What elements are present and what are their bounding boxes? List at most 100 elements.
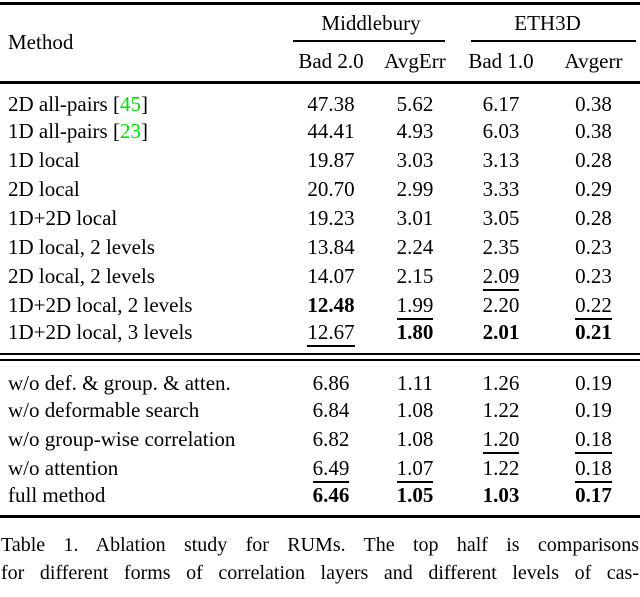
value-cell: 3.13	[482, 147, 520, 172]
method-cell: 1D+2D local, 3 levels	[8, 319, 193, 344]
value-cell: 0.23	[575, 263, 612, 288]
method-cell: 2D local, 2 levels	[8, 263, 155, 288]
method-cell: w/o group-wise correlation	[8, 426, 236, 451]
table-row: full method 6.46 1.05 1.03 0.17	[0, 483, 640, 517]
table-row: 1D+2D local, 2 levels 12.48 1.99 2.20 0.22	[0, 291, 640, 320]
value-cell: 1.08	[396, 397, 434, 422]
underlined-value: 6.49	[312, 455, 350, 483]
column-header-method: Method	[0, 3, 287, 84]
column-header-avgerr-middlebury: AvgErr	[375, 42, 455, 84]
table-row: 2D local, 2 levels 14.07 2.15 2.09 0.23	[0, 262, 640, 291]
value-cell: 0.22	[547, 291, 640, 320]
method-cell: full method	[8, 482, 106, 507]
table-row: 2D all-pairs [45] 47.38 5.62 6.17 0.38	[0, 82, 640, 117]
ablation-table: Method Middlebury ETH3D Bad 2.0 AvgErr B…	[0, 2, 640, 518]
value-cell: 6.86	[312, 370, 350, 395]
underlined-value: 2.09	[482, 263, 520, 291]
value-cell: 1.11	[397, 370, 433, 395]
value-cell: 2.15	[396, 263, 434, 288]
column-header-avgerr-eth3d: Avgerr	[547, 42, 640, 84]
column-group-eth3d: ETH3D	[455, 4, 640, 42]
value-cell: 2.24	[396, 234, 434, 259]
value-cell: 1.99	[375, 291, 455, 320]
value-cell: 0.28	[575, 147, 612, 172]
value-cell: 0.38	[575, 118, 612, 143]
value-cell: 0.29	[575, 176, 612, 201]
table-row: 1D+2D local, 3 levels 12.67 1.80 2.01 0.21	[0, 319, 640, 350]
value-cell: 12.67	[287, 319, 375, 350]
caption-line-1: Table 1. Ablation study for RUMs. The to…	[1, 533, 639, 556]
group-label-eth3d: ETH3D	[514, 11, 581, 35]
underlined-value: 1.20	[482, 426, 520, 454]
citation-link[interactable]: 45	[119, 91, 141, 116]
value-cell: 3.05	[482, 205, 520, 230]
value-cell: 6.17	[482, 91, 520, 116]
value-cell: 0.17	[575, 482, 612, 507]
value-cell: 12.48	[307, 292, 355, 317]
value-cell: 0.23	[575, 234, 612, 259]
table-row: 2D local 20.70 2.99 3.33 0.29	[0, 175, 640, 204]
value-cell: 44.41	[307, 118, 355, 143]
table-row: w/o def. & group. & atten. 6.86 1.11 1.26 0.…	[0, 365, 640, 396]
value-cell: 0.28	[575, 205, 612, 230]
value-cell: 0.21	[575, 319, 612, 344]
middlebury-underline-rule	[293, 40, 445, 42]
value-cell: 0.19	[575, 370, 612, 395]
value-cell: 20.70	[307, 176, 355, 201]
table-row: 1D local 19.87 3.03 3.13 0.28	[0, 146, 640, 175]
value-cell: 3.03	[396, 147, 434, 172]
value-cell: 14.07	[307, 263, 355, 288]
group-label-middlebury: Middlebury	[321, 11, 421, 35]
value-cell: 0.18	[547, 454, 640, 483]
value-cell: 6.82	[312, 426, 350, 451]
double-rule	[0, 352, 640, 361]
table-row: w/o attention 6.49 1.07 1.22 0.18	[0, 454, 640, 483]
method-cell: 1D local	[8, 147, 80, 172]
underlined-value: 1.07	[396, 455, 434, 483]
citation-link[interactable]: 23	[119, 118, 141, 143]
value-cell: 1.05	[396, 482, 434, 507]
method-cell: 1D local, 2 levels	[8, 234, 155, 259]
value-cell: 6.03	[482, 118, 520, 143]
method-cell: w/o def. & group. & atten.	[8, 370, 231, 395]
value-cell: 1.03	[482, 482, 520, 507]
value-cell: 3.33	[482, 176, 520, 201]
underlined-value: 0.18	[575, 455, 612, 483]
value-cell: 1.07	[375, 454, 455, 483]
value-cell: 1.20	[455, 425, 547, 454]
underlined-value: 1.99	[396, 292, 434, 320]
value-cell: 2.99	[396, 176, 434, 201]
value-cell: 19.87	[307, 147, 355, 172]
value-cell: 0.38	[575, 91, 612, 116]
method-cell: 1D+2D local, 2 levels	[8, 292, 193, 317]
value-cell: 1.08	[396, 426, 434, 451]
column-header-bad1: Bad 1.0	[455, 42, 547, 84]
value-cell: 1.22	[482, 397, 520, 422]
correlation-comparison-rows: 2D all-pairs [45] 47.38 5.62 6.17 0.38 1D all…	[0, 82, 640, 350]
value-cell: 2.20	[482, 292, 520, 317]
method-cell: w/o attention	[8, 455, 119, 480]
method-cell: 1D all-pairs [23]	[8, 118, 148, 143]
table-caption: Table 1. Ablation study for RUMs. The to…	[0, 531, 640, 587]
caption-line-2: for different forms of correlation layer…	[1, 561, 639, 584]
value-cell: 6.49	[287, 454, 375, 483]
underlined-value: 0.22	[575, 292, 612, 320]
table-row: w/o group-wise correlation 6.82 1.08 1.20 0.…	[0, 425, 640, 454]
value-cell: 0.19	[575, 397, 612, 422]
table-header: Method Middlebury ETH3D Bad 2.0 AvgErr B…	[0, 3, 640, 84]
value-cell: 19.23	[307, 205, 355, 230]
table-row: 1D all-pairs [23] 44.41 4.93 6.03 0.38	[0, 117, 640, 146]
sub-header-row: Bad 2.0 AvgErr Bad 1.0 Avgerr	[0, 42, 640, 84]
value-cell: 1.80	[396, 319, 434, 344]
value-cell: 1.26	[482, 370, 520, 395]
value-cell: 1.22	[482, 455, 520, 480]
ablation-component-rows: w/o def. & group. & atten. 6.86 1.11 1.26 0.…	[0, 365, 640, 517]
value-cell: 6.84	[312, 397, 350, 422]
column-group-middlebury: Middlebury	[287, 4, 455, 42]
method-cell: 1D+2D local	[8, 205, 118, 230]
column-header-bad2: Bad 2.0	[287, 42, 375, 84]
eth3d-underline-rule	[471, 40, 636, 42]
value-cell: 4.93	[396, 118, 434, 143]
underlined-value: 12.67	[307, 319, 355, 347]
